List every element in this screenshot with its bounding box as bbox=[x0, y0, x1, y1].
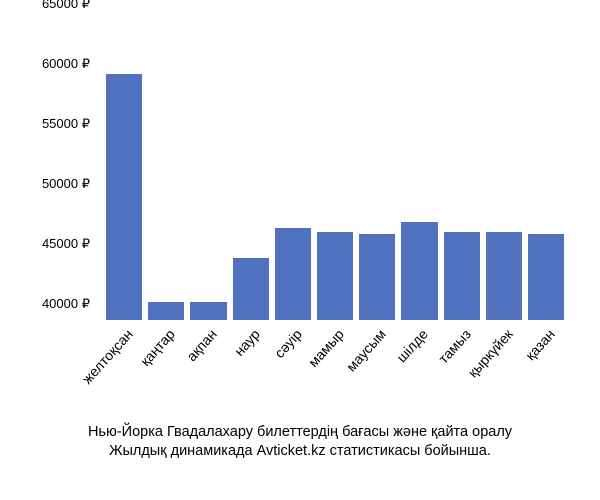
bar bbox=[401, 222, 437, 320]
price-chart: 40000 ₽45000 ₽50000 ₽55000 ₽60000 ₽65000… bbox=[20, 10, 580, 480]
x-label-slot: қыркүйек bbox=[486, 324, 522, 434]
bar bbox=[528, 234, 564, 320]
x-tick-label: шілде bbox=[394, 326, 432, 365]
y-tick-label: 55000 ₽ bbox=[42, 116, 90, 132]
bar bbox=[317, 232, 353, 320]
y-tick-label: 45000 ₽ bbox=[42, 236, 90, 252]
x-tick-label: қазан bbox=[522, 326, 558, 363]
caption-line-2: Жылдық динамикада Avticket.kz статистика… bbox=[20, 442, 580, 462]
x-label-slot: наур bbox=[233, 324, 269, 434]
x-tick-label: қаңтар bbox=[137, 326, 178, 369]
bar bbox=[444, 232, 480, 320]
caption-line-1: Нью-Йорка Гвадалахару билеттердің бағасы… bbox=[20, 423, 580, 443]
x-label-slot: қаңтар bbox=[148, 324, 184, 434]
bar bbox=[190, 302, 226, 320]
x-label-slot: ақпан bbox=[190, 324, 226, 434]
x-label-slot: желтоқсан bbox=[106, 324, 142, 434]
x-tick-label: тамыз bbox=[435, 326, 474, 367]
x-label-slot: мамыр bbox=[317, 324, 353, 434]
bar bbox=[359, 234, 395, 320]
y-tick-label: 60000 ₽ bbox=[42, 56, 90, 72]
y-tick-label: 65000 ₽ bbox=[42, 0, 90, 12]
plot-area bbox=[100, 20, 570, 320]
x-label-slot: шілде bbox=[401, 324, 437, 434]
x-label-slot: сәуір bbox=[275, 324, 311, 434]
bars-group bbox=[100, 20, 570, 320]
bar bbox=[275, 228, 311, 320]
x-axis: желтоқсанқаңтарақпаннаурсәуірмамырмаусым… bbox=[100, 324, 570, 434]
chart-caption: Нью-Йорка Гвадалахару билеттердің бағасы… bbox=[20, 423, 580, 462]
y-tick-label: 40000 ₽ bbox=[42, 296, 90, 312]
y-tick-label: 50000 ₽ bbox=[42, 176, 90, 192]
x-tick-label: сәуір bbox=[271, 326, 305, 361]
bar bbox=[106, 74, 142, 320]
x-tick-label: ақпан bbox=[184, 326, 221, 364]
bar bbox=[486, 232, 522, 320]
x-label-slot: қазан bbox=[528, 324, 564, 434]
x-labels-group: желтоқсанқаңтарақпаннаурсәуірмамырмаусым… bbox=[100, 324, 570, 434]
x-tick-label: мамыр bbox=[305, 326, 347, 370]
x-label-slot: маусым bbox=[359, 324, 395, 434]
y-axis: 40000 ₽45000 ₽50000 ₽55000 ₽60000 ₽65000… bbox=[20, 20, 98, 320]
x-tick-label: желтоқсан bbox=[79, 326, 136, 387]
bar bbox=[148, 302, 184, 320]
bar bbox=[233, 258, 269, 320]
x-tick-label: наур bbox=[231, 326, 263, 359]
